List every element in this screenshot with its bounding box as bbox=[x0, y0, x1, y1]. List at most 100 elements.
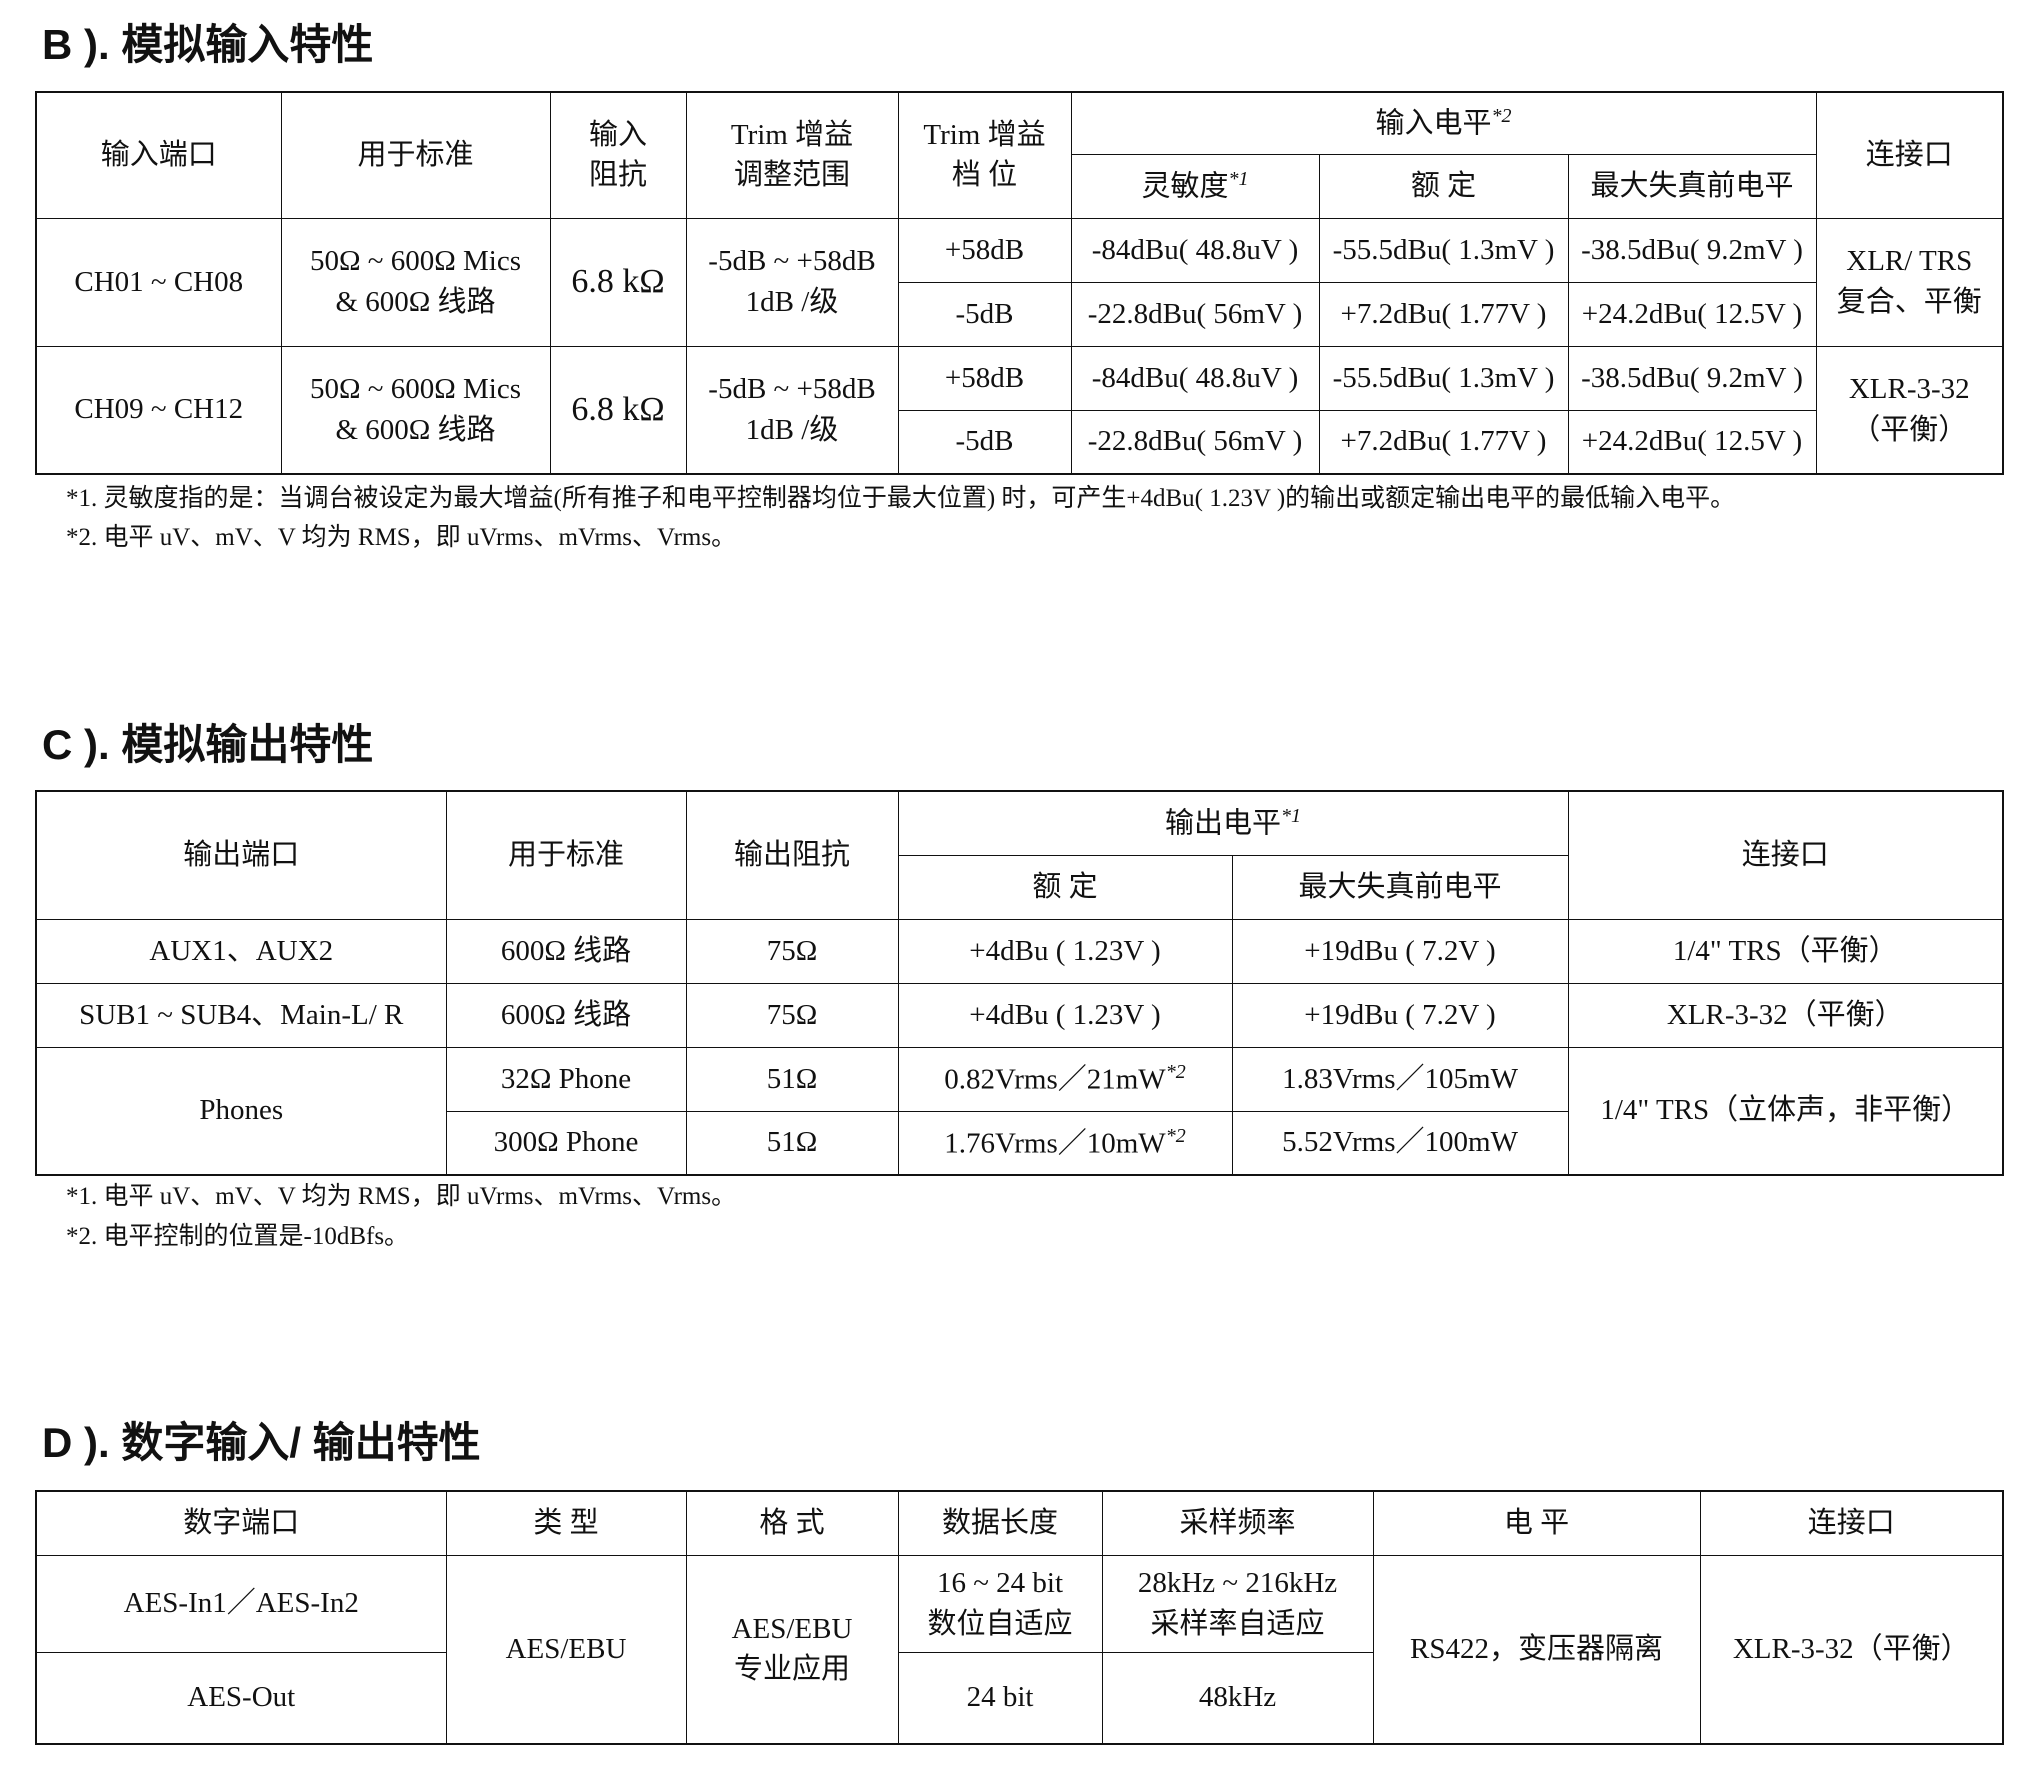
range-cell: -5dB ~ +58dB 1dB /级 bbox=[685, 345, 899, 475]
data-length-cell: 24 bit bbox=[897, 1651, 1103, 1745]
nominal-cell: 0.82Vrms／21mW*2 bbox=[897, 1046, 1233, 1112]
footnote: *2. 电平控制的位置是-10dBfs。 bbox=[66, 1223, 410, 1250]
sensitivity-cell: -22.8dBu( 56mV ) bbox=[1070, 281, 1320, 347]
section-d-title: D ). 数字输入/ 输出特性 bbox=[42, 1419, 481, 1466]
header-connector: 连接口 bbox=[1815, 91, 2004, 219]
table-row: CH01 ~ CH08 50Ω ~ 600Ω Mics & 600Ω 线路 6.8… bbox=[35, 217, 2004, 347]
port-cell: AUX1、AUX2 bbox=[35, 918, 447, 984]
nominal-cell: 1.76Vrms／10mW*2 bbox=[897, 1110, 1233, 1176]
section-b-title: B ). 模拟输入特性 bbox=[42, 21, 374, 68]
port-cell: AES-Out bbox=[35, 1651, 447, 1745]
nominal-cell: +4dBu ( 1.23V ) bbox=[897, 918, 1233, 984]
port-cell: CH09 ~ CH12 bbox=[35, 345, 282, 475]
max-cell: 1.83Vrms／105mW bbox=[1231, 1046, 1569, 1112]
standard-cell: 50Ω ~ 600Ω Mics & 600Ω 线路 bbox=[280, 345, 551, 475]
connector-cell: 1/4" TRS（立体声，非平衡） bbox=[1567, 1046, 2004, 1176]
header-data-length: 数据长度 bbox=[897, 1490, 1103, 1556]
header-output-level: 输出电平*1 bbox=[897, 790, 1569, 856]
footnote: *1. 电平 uV、mV、V 均为 RMS，即 uVrms、mVrms、Vrms… bbox=[66, 1183, 737, 1210]
connector-cell: XLR-3-32（平衡） bbox=[1567, 982, 2004, 1048]
table-row: CH09 ~ CH12 50Ω ~ 600Ω Mics & 600Ω 线路 6.8… bbox=[35, 345, 2004, 475]
digital-io-table: 数字端口 类 型 格 式 数据长度 采样频率 电 平 连接口 AES-In1／A… bbox=[35, 1490, 2004, 1745]
connector-cell: XLR-3-32（平衡） bbox=[1815, 345, 2004, 475]
port-cell: Phones bbox=[35, 1046, 447, 1176]
standard-cell: 50Ω ~ 600Ω Mics & 600Ω 线路 bbox=[280, 217, 551, 347]
nominal-cell: +7.2dBu( 1.77V ) bbox=[1318, 409, 1569, 475]
header-level: 电 平 bbox=[1372, 1490, 1701, 1556]
impedance-cell: 51Ω bbox=[685, 1110, 899, 1176]
table-row: Phones 32Ω Phone 51Ω 0.82Vrms／21mW*2 1.8… bbox=[35, 1046, 2004, 1176]
header-trim-range: Trim 增益 调整范围 bbox=[685, 91, 899, 219]
standard-cell: 600Ω 线路 bbox=[445, 918, 687, 984]
connector-cell: XLR-3-32（平衡） bbox=[1699, 1554, 2004, 1745]
table-row: AES-Out 24 bit 48kHz bbox=[35, 1651, 2003, 1745]
header-impedance: 输出阻抗 bbox=[685, 790, 899, 920]
gain-cell: +58dB bbox=[897, 345, 1072, 411]
header-output-port: 输出端口 bbox=[35, 790, 447, 920]
impedance-cell: 6.8 kΩ bbox=[549, 217, 687, 347]
header-digital-port: 数字端口 bbox=[35, 1490, 447, 1556]
table-row: AUX1、AUX2 600Ω 线路 75Ω +4dBu ( 1.23V ) +1… bbox=[35, 918, 2004, 984]
standard-cell: 32Ω Phone bbox=[445, 1046, 687, 1112]
sensitivity-cell: -84dBu( 48.8uV ) bbox=[1070, 217, 1320, 283]
header-type: 类 型 bbox=[445, 1490, 687, 1556]
max-cell: +19dBu ( 7.2V ) bbox=[1231, 982, 1569, 1048]
header-nominal: 额 定 bbox=[897, 854, 1233, 920]
impedance-cell: 6.8 kΩ bbox=[549, 345, 687, 475]
max-cell: +24.2dBu( 12.5V ) bbox=[1567, 281, 1817, 347]
sample-rate-cell: 48kHz bbox=[1101, 1651, 1374, 1745]
table-row: 300Ω Phone 51Ω 1.76Vrms／10mW*2 5.52Vrms／… bbox=[36, 1110, 2003, 1176]
footnote: *2. 电平 uV、mV、V 均为 RMS，即 uVrms、mVrms、Vrms… bbox=[66, 524, 737, 551]
level-cell: RS422，变压器隔离 bbox=[1372, 1554, 1701, 1745]
table-row: SUB1 ~ SUB4、Main-L/ R 600Ω 线路 75Ω +4dBu … bbox=[35, 982, 2004, 1048]
connector-cell: 1/4" TRS（平衡） bbox=[1567, 918, 2004, 984]
header-format: 格 式 bbox=[685, 1490, 899, 1556]
max-cell: 5.52Vrms／100mW bbox=[1231, 1110, 1569, 1176]
standard-cell: 600Ω 线路 bbox=[445, 982, 687, 1048]
max-cell: -38.5dBu( 9.2mV ) bbox=[1567, 217, 1817, 283]
connector-cell: XLR/ TRS 复合、平衡 bbox=[1815, 217, 2004, 347]
nominal-cell: -55.5dBu( 1.3mV ) bbox=[1318, 217, 1569, 283]
header-sensitivity: 灵敏度*1 bbox=[1070, 153, 1320, 219]
type-cell: AES/EBU bbox=[445, 1554, 687, 1745]
standard-cell: 300Ω Phone bbox=[445, 1110, 687, 1176]
gain-cell: -5dB bbox=[897, 281, 1072, 347]
section-c-title: C ). 模拟输出特性 bbox=[42, 721, 374, 768]
port-cell: CH01 ~ CH08 bbox=[35, 217, 282, 347]
footnote: *1. 灵敏度指的是：当调台被设定为最大增益(所有推子和电平控制器均位于最大位置… bbox=[66, 485, 1736, 512]
header-nominal: 额 定 bbox=[1318, 153, 1569, 219]
header-connector: 连接口 bbox=[1699, 1490, 2004, 1556]
sample-rate-cell: 28kHz ~ 216kHz 采样率自适应 bbox=[1101, 1554, 1374, 1653]
max-cell: +19dBu ( 7.2V ) bbox=[1231, 918, 1569, 984]
analog-input-table: 输入端口 用于标准 输入 阻抗 Trim 增益 调整范围 Trim 增益档 位 输入… bbox=[35, 91, 2004, 475]
sensitivity-cell: -22.8dBu( 56mV ) bbox=[1070, 409, 1320, 475]
port-cell: AES-In1／AES-In2 bbox=[35, 1554, 447, 1653]
header-sample-rate: 采样频率 bbox=[1101, 1490, 1374, 1556]
header-standard: 用于标准 bbox=[280, 91, 551, 219]
range-cell: -5dB ~ +58dB 1dB /级 bbox=[685, 217, 899, 347]
data-length-cell: 16 ~ 24 bit 数位自适应 bbox=[897, 1554, 1103, 1653]
header-input-port: 输入端口 bbox=[35, 91, 282, 219]
header-trim-step: Trim 增益档 位 bbox=[897, 91, 1072, 219]
max-cell: +24.2dBu( 12.5V ) bbox=[1567, 409, 1817, 475]
port-cell: SUB1 ~ SUB4、Main-L/ R bbox=[35, 982, 447, 1048]
format-cell: AES/EBU 专业应用 bbox=[685, 1554, 899, 1745]
analog-output-table: 输出端口 用于标准 输出阻抗 输出电平*1 连接口 额 定 最大失真前电平 AU… bbox=[35, 790, 2005, 1176]
header-impedance: 输入 阻抗 bbox=[549, 91, 687, 219]
sensitivity-cell: -84dBu( 48.8uV ) bbox=[1070, 345, 1320, 411]
gain-cell: +58dB bbox=[897, 217, 1072, 283]
nominal-cell: +4dBu ( 1.23V ) bbox=[897, 982, 1233, 1048]
nominal-cell: +7.2dBu( 1.77V ) bbox=[1318, 281, 1569, 347]
max-cell: -38.5dBu( 9.2mV ) bbox=[1567, 345, 1817, 411]
header-max: 最大失真前电平 bbox=[1567, 153, 1817, 219]
impedance-cell: 75Ω bbox=[685, 918, 899, 984]
header-max: 最大失真前电平 bbox=[1231, 854, 1569, 920]
table-row: -5dB -22.8dBu( 56mV ) +7.2dBu( 1.77V ) +… bbox=[36, 409, 2003, 475]
impedance-cell: 51Ω bbox=[685, 1046, 899, 1112]
header-connector: 连接口 bbox=[1567, 790, 2004, 920]
gain-cell: -5dB bbox=[897, 409, 1072, 475]
impedance-cell: 75Ω bbox=[685, 982, 899, 1048]
header-input-level: 输入电平*2 bbox=[1070, 91, 1817, 155]
table-row: AES-In1／AES-In2 AES/EBU AES/EBU 专业应用 16 ~… bbox=[35, 1554, 2004, 1745]
nominal-cell: -55.5dBu( 1.3mV ) bbox=[1318, 345, 1569, 411]
